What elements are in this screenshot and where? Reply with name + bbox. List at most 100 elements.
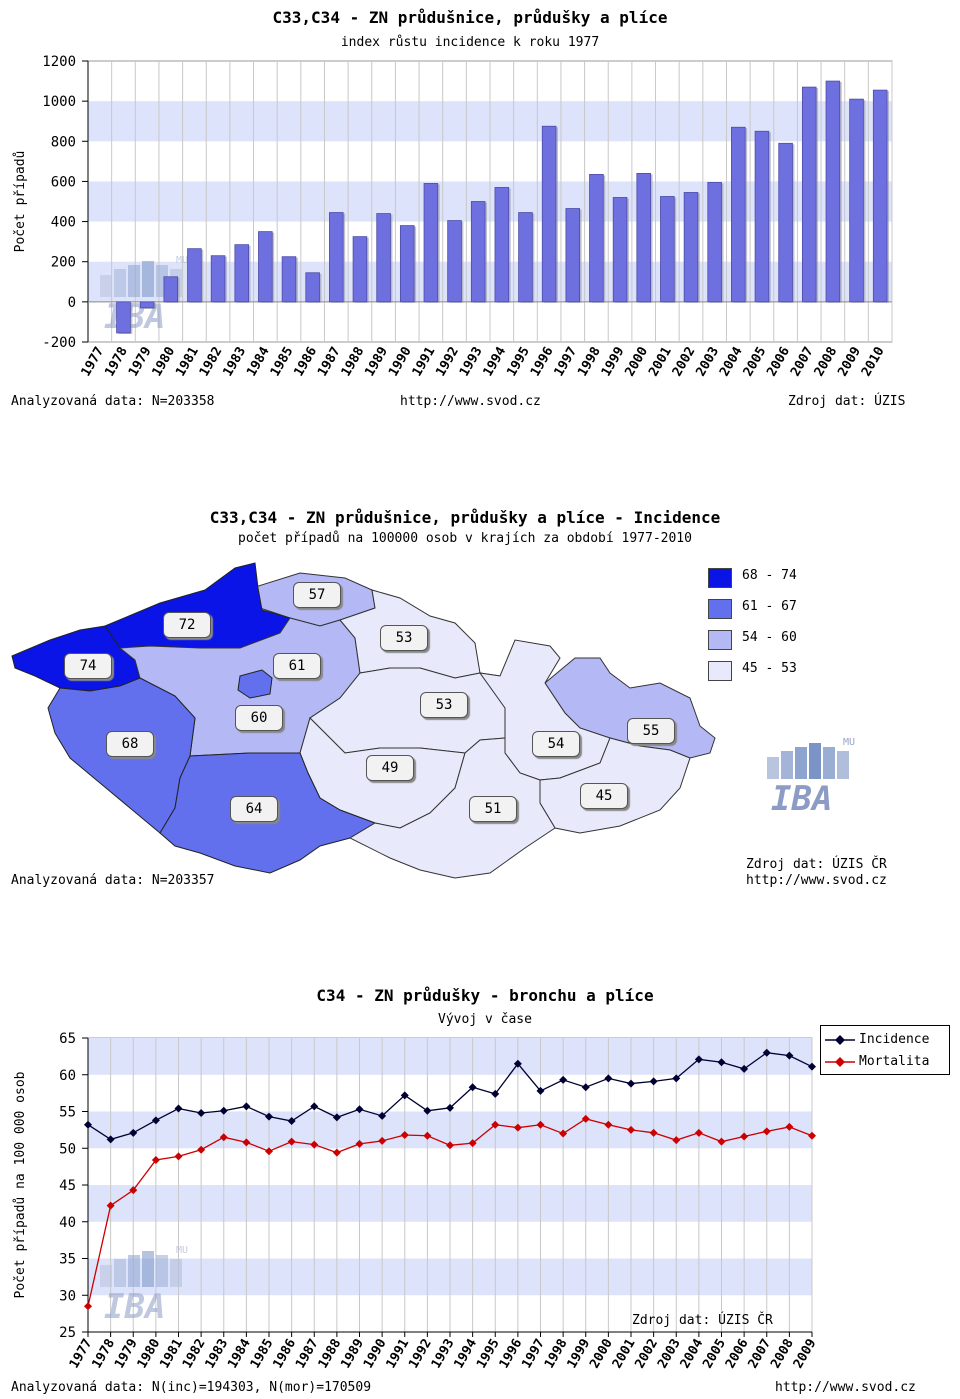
x-tick-label: 2006 <box>723 1336 752 1371</box>
region-label: 55 <box>627 718 675 744</box>
legend-label: 54 - 60 <box>742 630 797 645</box>
region-label: 53 <box>380 625 428 651</box>
region-label: 51 <box>469 796 517 822</box>
x-tick-label: 1988 <box>316 1336 345 1371</box>
data-point-mortalita <box>174 1152 183 1161</box>
x-tick-label: 2001 <box>610 1336 639 1371</box>
data-point-incidence <box>197 1108 206 1117</box>
data-point-incidence <box>491 1089 500 1098</box>
chart1-plot: IBAMU-2000200400600800100012001977197819… <box>13 54 893 380</box>
data-point-incidence <box>627 1079 635 1088</box>
chart1-footer-right: Zdroj dat: ÚZIS <box>788 394 906 409</box>
x-tick-label: 1980 <box>150 344 179 379</box>
bar <box>447 220 462 303</box>
data-point-incidence <box>559 1075 568 1084</box>
x-tick-label: 1977 <box>67 1337 96 1372</box>
x-tick-label: 1977 <box>79 345 108 380</box>
x-tick-label: 2007 <box>746 1337 775 1372</box>
x-tick-label: 2004 <box>717 344 746 379</box>
data-point-mortalita <box>513 1123 522 1132</box>
x-tick-label: 1994 <box>451 1336 480 1371</box>
x-tick-label: 1986 <box>270 1336 299 1371</box>
data-point-mortalita <box>446 1141 454 1150</box>
mortalita-marker-icon <box>825 1057 855 1067</box>
y-tick-label: 800 <box>51 134 76 150</box>
bar <box>849 98 864 303</box>
data-point-incidence <box>446 1103 454 1112</box>
x-tick-label: 1981 <box>173 344 202 379</box>
x-tick-label: 2003 <box>693 345 722 380</box>
legend-label: 68 - 74 <box>742 568 797 583</box>
x-tick-label: 2007 <box>788 345 817 380</box>
bar <box>636 173 651 303</box>
x-tick-label: 2010 <box>859 344 888 379</box>
x-tick-label: 1993 <box>429 1337 458 1372</box>
x-tick-label: 1995 <box>474 1337 503 1372</box>
data-point-mortalita <box>649 1128 658 1137</box>
chart3-footer-left: Analyzovaná data: N(inc)=194303, N(mor)=… <box>11 1380 372 1395</box>
bar <box>612 197 628 303</box>
y-tick-label: 45 <box>59 1178 76 1194</box>
y-tick-label: 400 <box>51 215 76 231</box>
data-point-incidence <box>310 1102 319 1111</box>
region-61 <box>237 669 273 699</box>
bar <box>470 201 486 303</box>
x-tick-label: 2005 <box>700 1337 729 1372</box>
data-point-incidence <box>106 1135 115 1144</box>
legend-swatch <box>708 630 732 650</box>
y-tick-label: 0 <box>68 295 76 311</box>
x-tick-label: 2000 <box>623 344 652 379</box>
y-tick-label: 200 <box>51 255 76 271</box>
chart1-footer-left: Analyzovaná data: N=203358 <box>11 394 215 409</box>
region-label: 53 <box>420 692 468 718</box>
bar <box>518 212 533 303</box>
x-tick-label: 1989 <box>338 1337 367 1372</box>
data-point-mortalita <box>694 1128 703 1137</box>
y-tick-label: 600 <box>51 174 76 190</box>
data-point-mortalita <box>604 1120 613 1129</box>
iba-text: IBA <box>771 779 832 815</box>
bar <box>778 142 793 303</box>
data-point-incidence <box>762 1048 771 1057</box>
region-label: 45 <box>580 783 628 809</box>
bar <box>210 255 226 303</box>
bar <box>281 256 297 303</box>
data-point-mortalita <box>468 1139 477 1148</box>
data-point-mortalita <box>84 1302 92 1311</box>
x-tick-label: 2002 <box>632 1337 661 1372</box>
data-point-mortalita <box>423 1131 432 1140</box>
y-tick-label: 50 <box>59 1141 76 1157</box>
bar <box>423 183 439 303</box>
bar <box>139 301 155 309</box>
iba-watermark-badge: MU <box>176 255 188 266</box>
region-label: 54 <box>532 731 580 757</box>
legend-item-mortalita: Mortalita <box>825 1053 945 1071</box>
chart3-plot: IBAMU25303540455055606519771978197919801… <box>13 1031 819 1372</box>
region-label: 74 <box>64 653 112 679</box>
bar <box>234 244 249 303</box>
bar <box>329 212 344 303</box>
bar <box>163 276 179 303</box>
iba-bar <box>114 269 126 297</box>
data-point-mortalita <box>151 1156 160 1165</box>
iba-logo-graphic: MU IBA <box>767 737 855 819</box>
data-point-mortalita <box>332 1148 341 1157</box>
region-labels: 57 72 53 74 61 53 60 55 54 68 49 45 64 5… <box>0 548 730 893</box>
bar <box>801 86 817 303</box>
legend-swatch <box>708 568 732 588</box>
bar <box>399 225 415 303</box>
region-label: 57 <box>293 582 341 608</box>
bar <box>707 182 722 303</box>
data-point-incidence <box>423 1106 432 1115</box>
data-point-mortalita <box>559 1129 568 1138</box>
region-label: 60 <box>235 705 283 731</box>
iba-bar <box>100 1265 112 1287</box>
x-tick-label: 1985 <box>248 1337 277 1372</box>
chart2-footer-left: Analyzovaná data: N=203357 <box>11 873 215 888</box>
chart3-legend: Incidence Mortalita <box>820 1025 950 1075</box>
region-label: 72 <box>163 612 211 638</box>
x-tick-label: 1999 <box>565 1337 594 1372</box>
x-tick-label: 2008 <box>812 344 841 379</box>
data-point-incidence <box>265 1112 273 1121</box>
data-point-incidence <box>287 1117 296 1126</box>
